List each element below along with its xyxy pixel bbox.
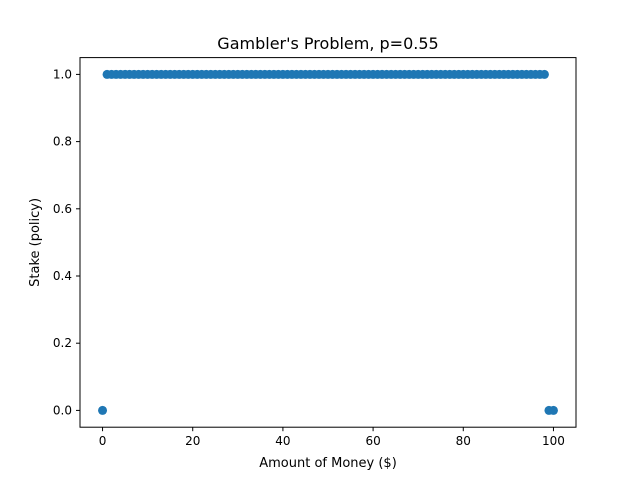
x-tick-label: 60 [365, 434, 380, 448]
x-tick-label: 80 [456, 434, 471, 448]
data-point [98, 405, 108, 415]
x-tick-label: 20 [185, 434, 200, 448]
y-axis-ticks: 0.0 0.2 0.4 0.6 0.8 1.0 [53, 67, 80, 417]
x-axis-ticks: 0 20 40 60 80 100 [99, 427, 565, 448]
y-tick-label: 0.2 [53, 336, 72, 350]
y-axis-label: Stake (policy) [28, 198, 43, 287]
data-point [539, 69, 549, 79]
data-points [98, 69, 558, 415]
y-tick-label: 1.0 [53, 67, 72, 81]
y-tick-label: 0.0 [53, 403, 72, 417]
chart-title: Gambler's Problem, p=0.55 [217, 34, 438, 53]
x-tick-label: 40 [275, 434, 290, 448]
x-tick-label: 100 [542, 434, 565, 448]
y-tick-label: 0.6 [53, 202, 72, 216]
data-point [548, 405, 558, 415]
plot-frame [79, 57, 577, 428]
y-tick-label: 0.4 [53, 269, 72, 283]
x-tick-label: 0 [99, 434, 107, 448]
x-axis-label: Amount of Money ($) [259, 456, 397, 471]
y-tick-label: 0.8 [53, 135, 72, 149]
